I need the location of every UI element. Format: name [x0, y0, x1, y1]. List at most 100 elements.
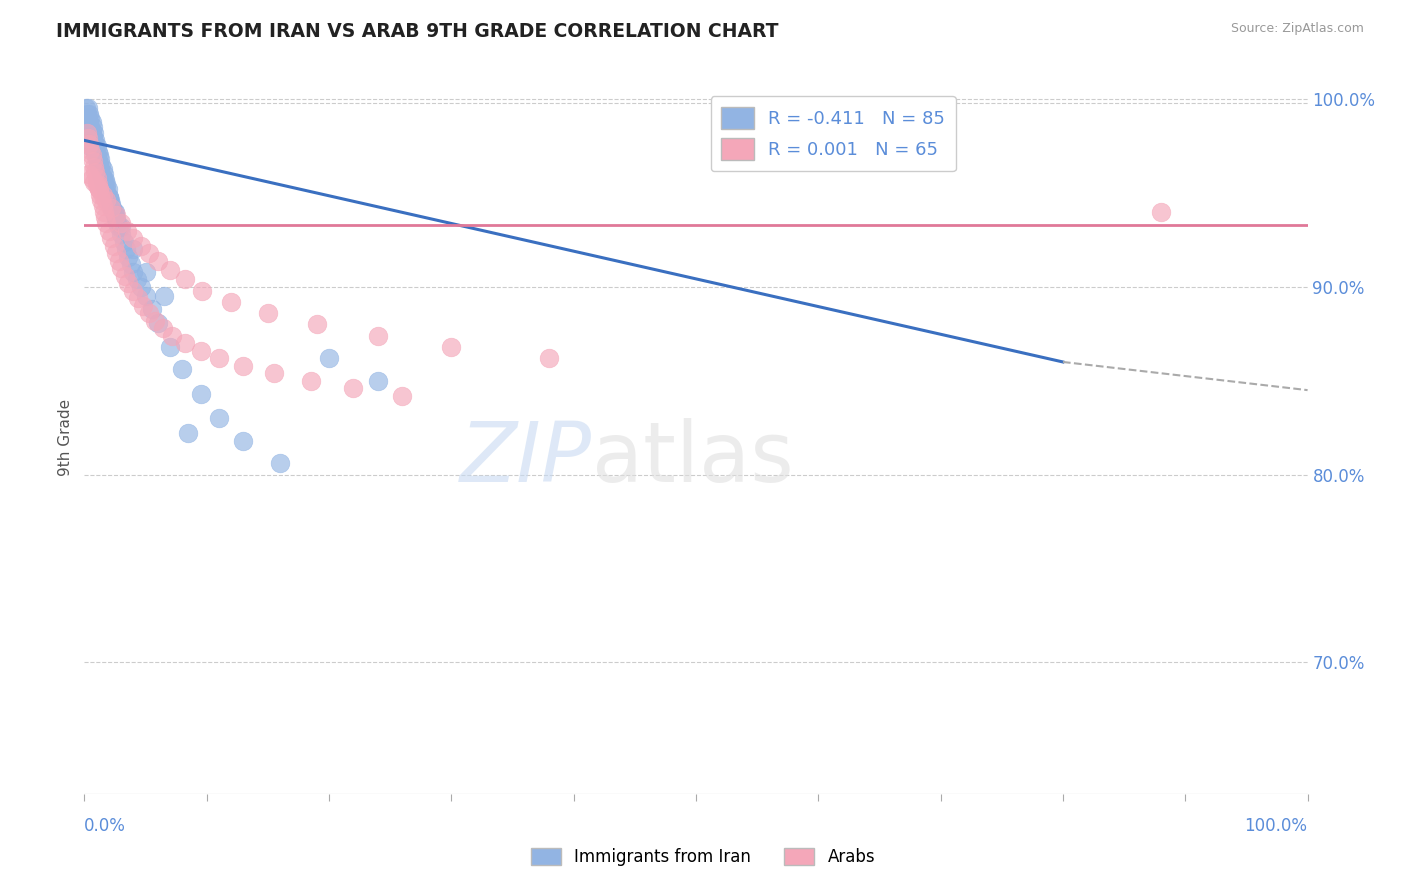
Point [122, 231, 145, 245]
Text: Source: ZipAtlas.com: Source: ZipAtlas.com [1230, 22, 1364, 36]
Point [115, 223, 138, 237]
Point [97, 182, 120, 196]
Point [75, 102, 97, 116]
Point [83, 126, 105, 140]
Point [82, 120, 104, 135]
Point [87, 182, 110, 196]
Point [79, 129, 101, 144]
Text: 0.0%: 0.0% [84, 817, 127, 835]
Point [96, 216, 118, 230]
Point [159, 263, 181, 277]
Point [129, 238, 152, 252]
Point [129, 280, 152, 294]
Point [96, 186, 118, 200]
Point [143, 313, 166, 327]
Point [79, 143, 101, 157]
Point [79, 124, 101, 138]
Point [96, 177, 118, 191]
Point [90, 167, 112, 181]
Point [93, 175, 115, 189]
Point [76, 126, 98, 140]
Y-axis label: 9th Grade: 9th Grade [58, 399, 73, 475]
Point [100, 231, 122, 245]
Point [77, 102, 100, 116]
Point [110, 216, 132, 230]
Point [77, 120, 100, 135]
Point [91, 161, 114, 176]
Point [83, 141, 105, 155]
Point [91, 170, 114, 185]
Point [77, 131, 100, 145]
Point [105, 209, 128, 223]
Point [83, 175, 105, 189]
Point [104, 209, 127, 223]
Point [86, 148, 108, 162]
Point [96, 182, 118, 196]
Point [87, 182, 110, 196]
Point [208, 411, 231, 425]
Text: atlas: atlas [592, 418, 794, 499]
Point [100, 197, 122, 211]
Point [1150, 204, 1173, 219]
Point [177, 426, 200, 441]
Point [103, 238, 125, 252]
Point [173, 272, 195, 286]
Point [135, 289, 157, 303]
Point [86, 178, 108, 193]
Point [84, 165, 107, 179]
Point [191, 284, 214, 298]
Point [110, 227, 132, 242]
Text: IMMIGRANTS FROM IRAN VS ARAB 9TH GRADE CORRELATION CHART: IMMIGRANTS FROM IRAN VS ARAB 9TH GRADE C… [56, 22, 779, 41]
Point [79, 120, 101, 135]
Text: 100.0%: 100.0% [1244, 817, 1308, 835]
Text: ZIP: ZIP [460, 418, 592, 499]
Point [146, 253, 169, 268]
Point [103, 204, 125, 219]
Point [107, 219, 129, 234]
Point [299, 374, 322, 388]
Point [97, 223, 120, 237]
Point [77, 114, 100, 128]
Point [97, 190, 120, 204]
Point [391, 389, 413, 403]
Point [77, 119, 100, 133]
Point [87, 145, 110, 159]
Point [232, 359, 254, 373]
Point [93, 167, 115, 181]
Point [190, 387, 212, 401]
Point [77, 107, 100, 121]
Point [87, 160, 110, 174]
Point [87, 154, 110, 169]
Point [86, 170, 108, 185]
Point [172, 362, 194, 376]
Point [190, 343, 212, 358]
Point [79, 139, 101, 153]
Point [101, 201, 124, 215]
Point [538, 351, 561, 366]
Legend: Immigrants from Iran, Arabs: Immigrants from Iran, Arabs [524, 841, 882, 873]
Legend: R = -0.411   N = 85, R = 0.001   N = 65: R = -0.411 N = 85, R = 0.001 N = 65 [710, 96, 956, 171]
Point [80, 148, 103, 162]
Point [367, 374, 389, 388]
Point [77, 167, 100, 181]
Point [112, 235, 135, 249]
Point [173, 336, 195, 351]
Point [110, 219, 132, 234]
Point [90, 158, 112, 172]
Point [138, 246, 160, 260]
Point [105, 212, 128, 227]
Point [80, 129, 103, 144]
Point [122, 242, 145, 256]
Point [82, 154, 104, 169]
Point [86, 139, 108, 153]
Point [135, 265, 157, 279]
Point [79, 111, 101, 125]
Point [80, 114, 103, 128]
Point [263, 366, 285, 380]
Point [83, 160, 105, 174]
Point [89, 187, 111, 202]
Point [117, 250, 139, 264]
Point [232, 434, 254, 448]
Point [367, 328, 389, 343]
Point [90, 194, 112, 208]
